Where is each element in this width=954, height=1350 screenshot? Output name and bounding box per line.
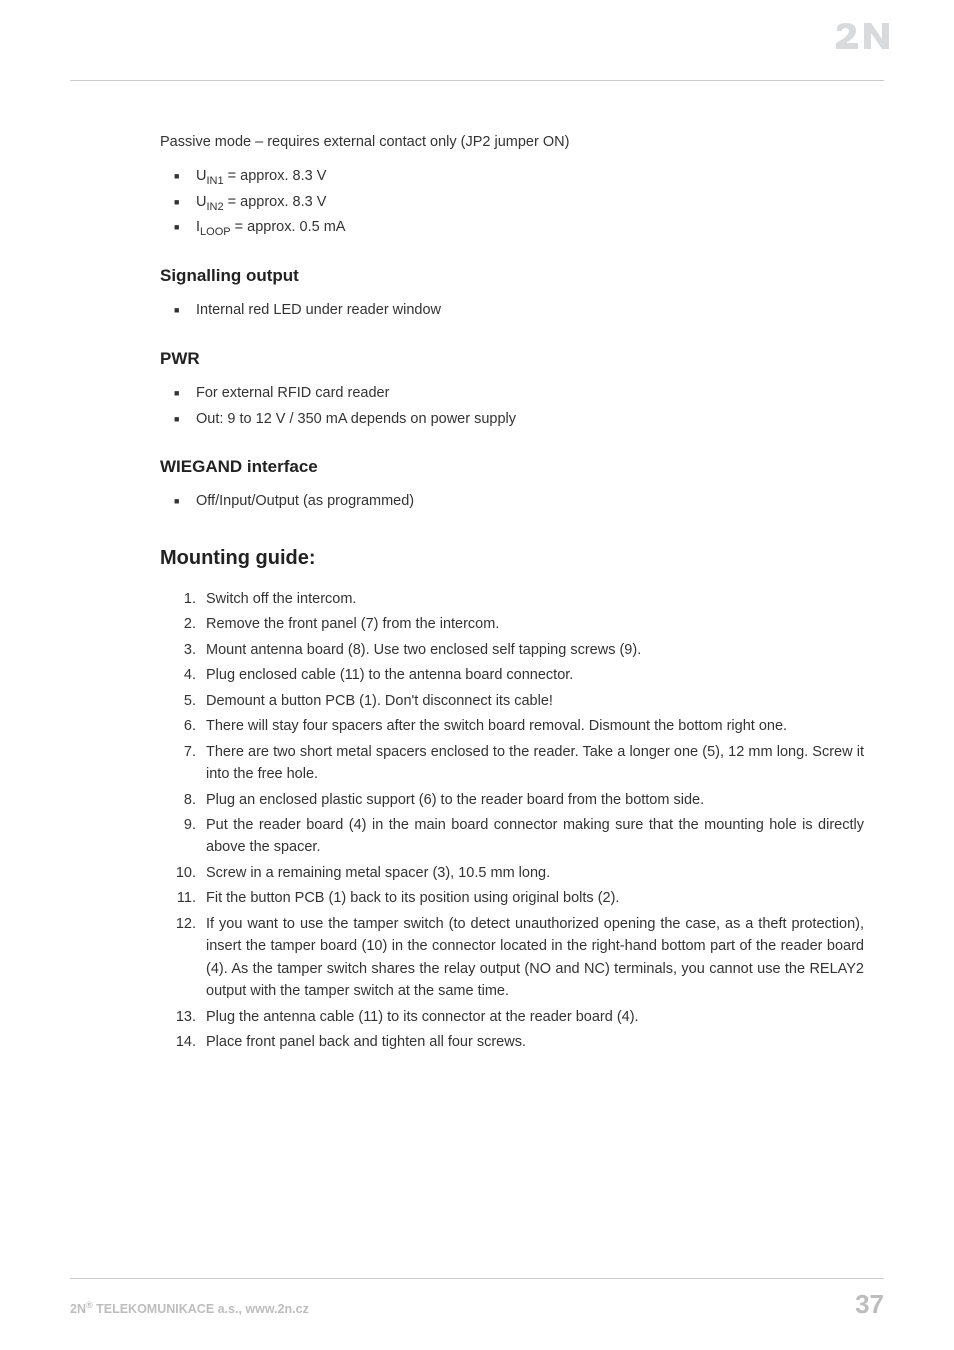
page-number: 37	[855, 1289, 884, 1320]
header-divider	[70, 80, 884, 81]
footer-rest: TELEKOMUNIKACE a.s., www.2n.cz	[93, 1302, 309, 1316]
step-item: Plug the antenna cable (11) to its conne…	[200, 1006, 864, 1028]
list-item: For external RFID card reader	[196, 382, 864, 404]
signalling-list: Internal red LED under reader window	[160, 299, 864, 321]
mounting-steps: Switch off the intercom. Remove the fron…	[160, 588, 864, 1054]
value-text: = approx. 8.3 V	[224, 194, 327, 210]
content-area: Passive mode – requires external contact…	[160, 131, 864, 1054]
pwr-list: For external RFID card reader Out: 9 to …	[160, 382, 864, 430]
step-item: There are two short metal spacers enclos…	[200, 741, 864, 786]
step-item: Put the reader board (4) in the main boa…	[200, 814, 864, 859]
footer-company: 2N® TELEKOMUNIKACE a.s., www.2n.cz	[70, 1302, 309, 1316]
list-item: UIN1 = approx. 8.3 V	[196, 165, 864, 187]
step-item: Fit the button PCB (1) back to its posit…	[200, 887, 864, 909]
footer-row: 2N® TELEKOMUNIKACE a.s., www.2n.cz 37	[70, 1289, 884, 1320]
step-item: There will stay four spacers after the s…	[200, 715, 864, 737]
section-heading-signalling: Signalling output	[160, 263, 864, 289]
value-text: = approx. 8.3 V	[224, 168, 327, 184]
wiegand-list: Off/Input/Output (as programmed)	[160, 490, 864, 512]
list-item: Internal red LED under reader window	[196, 299, 864, 321]
step-item: Switch off the intercom.	[200, 588, 864, 610]
passive-mode-list: UIN1 = approx. 8.3 V UIN2 = approx. 8.3 …	[160, 165, 864, 238]
step-item: Screw in a remaining metal spacer (3), 1…	[200, 862, 864, 884]
list-item: Out: 9 to 12 V / 350 mA depends on power…	[196, 408, 864, 430]
subscript: IN2	[206, 201, 223, 213]
section-heading-mounting: Mounting guide:	[160, 543, 864, 574]
intro-text: Passive mode – requires external contact…	[160, 131, 864, 153]
footer-divider	[70, 1278, 884, 1279]
symbol: U	[196, 168, 206, 184]
step-item: Plug an enclosed plastic support (6) to …	[200, 789, 864, 811]
subscript: LOOP	[200, 226, 231, 238]
section-heading-wiegand: WIEGAND interface	[160, 454, 864, 480]
list-item: UIN2 = approx. 8.3 V	[196, 191, 864, 213]
step-item: Remove the front panel (7) from the inte…	[200, 613, 864, 635]
list-item: Off/Input/Output (as programmed)	[196, 490, 864, 512]
step-item: Demount a button PCB (1). Don't disconne…	[200, 690, 864, 712]
step-item: Plug enclosed cable (11) to the antenna …	[200, 664, 864, 686]
page-body: Passive mode – requires external contact…	[0, 0, 954, 1054]
section-heading-pwr: PWR	[160, 346, 864, 372]
step-item: Mount antenna board (8). Use two enclose…	[200, 639, 864, 661]
footer-registered: ®	[86, 1300, 93, 1310]
value-text: = approx. 0.5 mA	[231, 219, 346, 235]
brand-logo	[834, 22, 894, 54]
subscript: IN1	[206, 175, 223, 187]
step-item: Place front panel back and tighten all f…	[200, 1031, 864, 1053]
list-item: ILOOP = approx. 0.5 mA	[196, 216, 864, 238]
footer-prefix: 2N	[70, 1302, 86, 1316]
step-item: If you want to use the tamper switch (to…	[200, 913, 864, 1003]
symbol: U	[196, 194, 206, 210]
page-footer: 2N® TELEKOMUNIKACE a.s., www.2n.cz 37	[70, 1278, 884, 1320]
